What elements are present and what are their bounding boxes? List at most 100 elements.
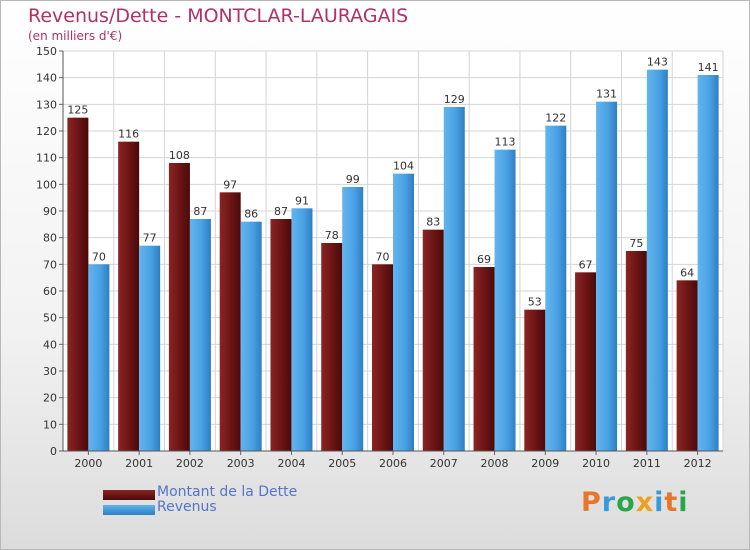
x-tick-label: 2000 [74,457,102,470]
data-label: 116 [118,128,139,141]
dette-bar [168,163,190,451]
dette-bar [321,243,343,451]
x-tick-label: 2009 [531,457,559,470]
revenus-bar [596,101,618,452]
revenus-bar [393,173,414,451]
dette-bar [270,219,292,451]
y-tick-label: 0 [50,445,57,458]
revenus-bar [545,125,567,452]
x-tick-label: 2011 [633,457,661,470]
data-label: 97 [223,178,237,191]
y-tick-label: 120 [36,125,57,138]
data-label: 87 [193,205,207,218]
data-label: 53 [528,296,542,309]
dette-bar [372,264,393,451]
dette-bar [524,309,546,451]
revenus-bar [697,75,719,451]
data-label: 122 [545,112,566,125]
revenus-bar [494,149,516,451]
dette-bar [422,229,444,451]
data-label: 104 [393,160,414,173]
logo-letter: i [678,487,689,518]
x-tick-label: 2008 [481,457,509,470]
data-label: 70 [376,250,390,263]
data-label: 64 [680,266,694,279]
y-tick-label: 10 [43,418,57,431]
data-label: 69 [477,253,491,266]
x-tick-label: 2001 [125,457,153,470]
data-label: 99 [346,173,360,186]
dette-bar [67,117,89,452]
revenus-bar [646,69,668,452]
y-tick-label: 20 [43,392,57,405]
revenus-bar [443,107,465,451]
axes: 0 10 20 30 40 50 60 70 80 90 100 110 120 130 140 150 200… [36,45,723,470]
legend-label-dette: Montant de la Dette [157,484,298,500]
bar-chart: 0 10 20 30 40 50 60 70 80 90 100 110 120 130 140 150 200… [36,45,724,470]
legend-label-revenus: Revenus [157,499,217,515]
data-label: 78 [325,229,339,242]
data-label: 141 [698,61,719,74]
x-tick-label: 2007 [430,457,458,470]
data-label: 75 [629,237,643,250]
y-tick-label: 60 [43,285,57,298]
bars [67,69,719,452]
data-label: 131 [596,88,617,101]
data-label: 125 [67,104,88,117]
dette-bar [118,141,140,451]
data-label: 77 [143,232,157,245]
data-label: 83 [426,216,440,229]
logo-letter: o [616,487,636,518]
y-tick-label: 70 [43,258,57,271]
legend-swatch-revenus [103,505,155,515]
proxiti-logo: Proxiti [581,487,689,518]
data-label: 70 [92,250,106,263]
revenus-bar [88,264,110,451]
logo-letter: r [601,487,617,518]
y-tick-label: 80 [43,232,57,245]
y-tick-label: 140 [36,72,57,85]
logo-letter: t [664,487,679,518]
y-tick-label: 90 [43,205,57,218]
x-tick-label: 2002 [176,457,204,470]
y-tick-label: 110 [36,152,57,165]
y-tick-label: 50 [43,312,57,325]
dette-bar [575,272,597,451]
revenus-bar [291,208,313,451]
data-label: 91 [295,194,309,207]
data-labels: 125 70 116 77 108 87 97 86 87 91 78 99 70 104 83 129 69 1… [67,56,718,309]
revenus-bar [189,219,211,451]
legend-swatch-dette [103,490,155,500]
chart-title: Revenus/Dette - MONTCLAR-LAURAGAIS [28,5,409,27]
x-tick-label: 2012 [684,457,712,470]
data-label: 113 [495,136,516,149]
data-label: 129 [444,93,465,106]
revenus-bar [240,221,262,451]
y-tick-label: 130 [36,98,57,111]
dette-bar [473,267,495,451]
x-tick-label: 2010 [582,457,610,470]
data-label: 108 [169,149,190,162]
y-tick-label: 40 [43,338,57,351]
y-tick-label: 30 [43,365,57,378]
data-label: 67 [579,258,593,271]
data-label: 87 [274,205,288,218]
y-tick-label: 150 [36,45,57,58]
dette-bar [219,192,241,452]
chart-subtitle: (en milliers d'€) [28,29,123,43]
data-label: 86 [244,208,258,221]
x-tick-label: 2006 [379,457,407,470]
dette-bar [625,251,647,451]
revenus-bar [139,245,161,451]
revenus-bar [342,187,364,451]
dette-bar [676,280,698,451]
x-tick-label: 2003 [227,457,255,470]
logo-letter: x [635,487,655,518]
x-tick-label: 2005 [328,457,356,470]
logo-letter: P [581,487,602,518]
logo-letter: i [654,487,665,518]
data-label: 143 [647,56,668,69]
x-tick-label: 2004 [277,457,305,470]
y-tick-label: 100 [36,178,57,191]
